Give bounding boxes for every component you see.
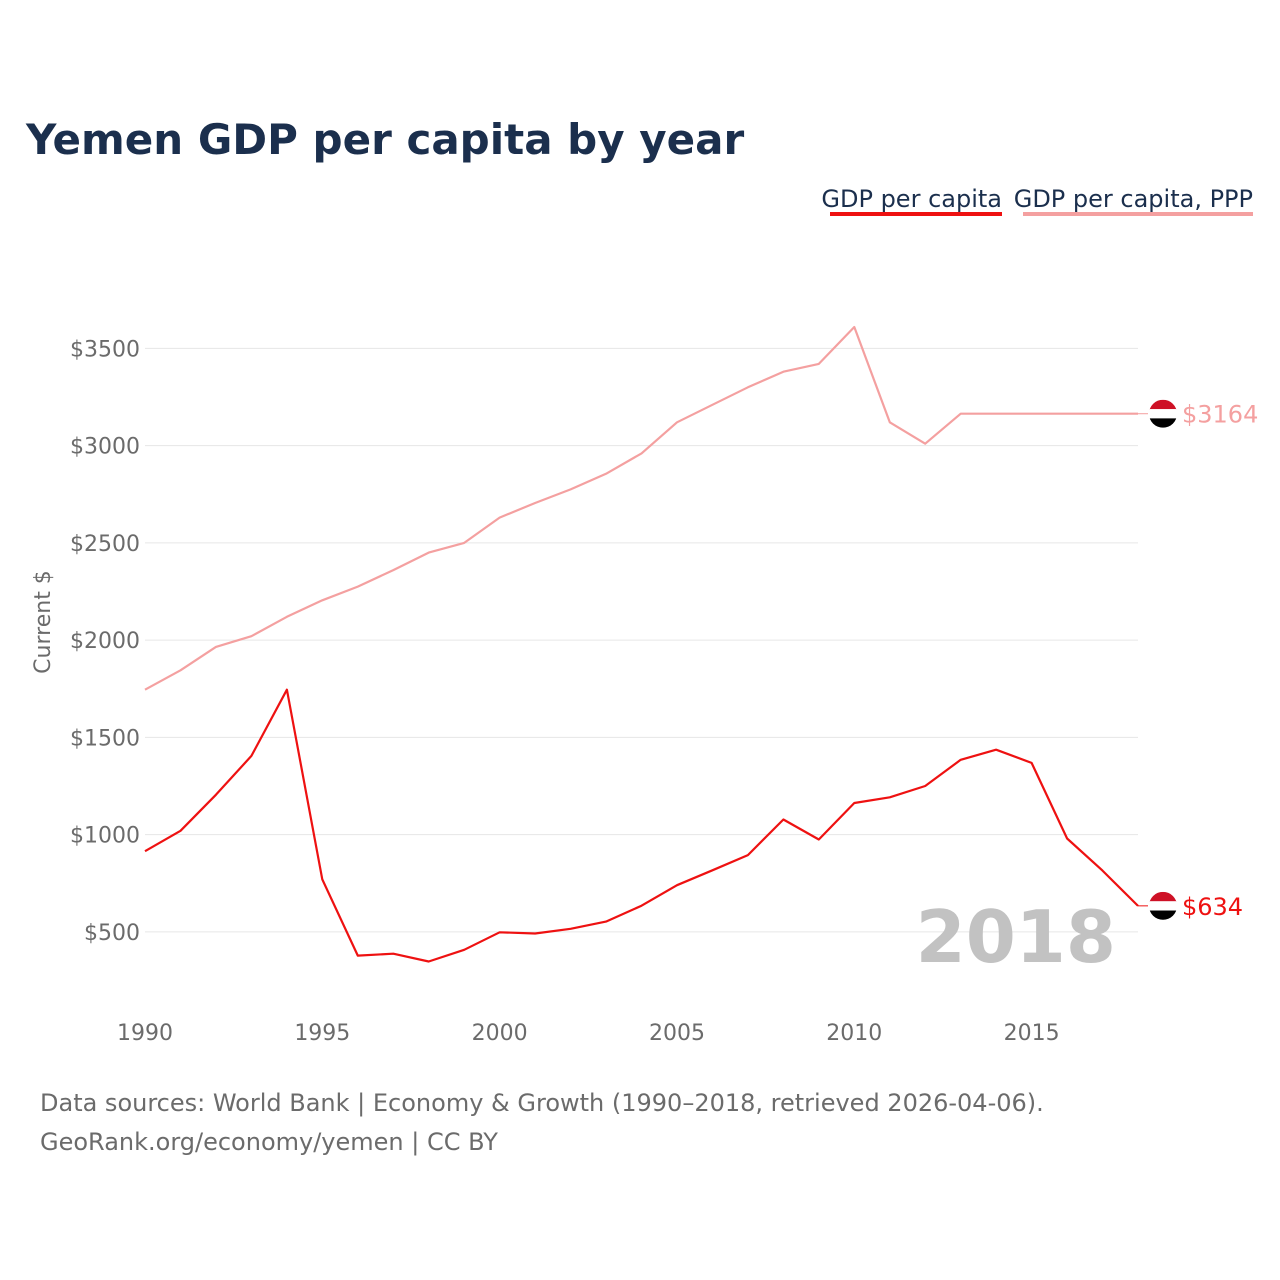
y-tick-label: $2500: [70, 532, 140, 557]
x-tick-label: 2015: [1004, 1021, 1060, 1046]
legend: GDP per capita GDP per capita, PPP: [821, 185, 1253, 216]
y-axis: $500 $1000 $1500 $2000 $2500 $3000 $3500: [70, 337, 140, 946]
x-tick-label: 2005: [649, 1021, 705, 1046]
y-tick-label: $3500: [70, 337, 140, 362]
series-line-gdp-per-capita: [144, 688, 1139, 963]
credit-line: GeoRank.org/economy/yemen | CC BY: [40, 1128, 498, 1156]
yemen-flag-icon: [1149, 399, 1177, 428]
series-line-gdp-per-capita-ppp: [144, 325, 1138, 691]
grid: [145, 347, 1138, 933]
chart-title: Yemen GDP per capita by year: [25, 115, 744, 164]
legend-label[interactable]: GDP per capita: [821, 185, 1002, 213]
source-line: Data sources: World Bank | Economy & Gro…: [40, 1089, 1044, 1117]
end-markers: $634 $3164: [1138, 399, 1258, 921]
yemen-flag-icon: [1149, 891, 1177, 920]
legend-swatch: [1023, 212, 1253, 216]
x-tick-label: 2010: [826, 1021, 882, 1046]
x-tick-label: 1990: [117, 1021, 173, 1046]
y-axis-label: Current $: [31, 570, 56, 674]
series-group: [144, 325, 1139, 963]
y-tick-label: $1500: [70, 726, 140, 751]
y-tick-label: $2000: [70, 629, 140, 654]
year-label: 2018: [916, 895, 1116, 979]
legend-swatch: [830, 212, 1002, 216]
x-tick-label: 2000: [472, 1021, 528, 1046]
end-value-label: $634: [1182, 893, 1243, 921]
x-axis: 1990 1995 2000 2005 2010 2015: [117, 1021, 1060, 1046]
y-tick-label: $3000: [70, 435, 140, 460]
y-tick-label: $500: [84, 921, 140, 946]
y-tick-label: $1000: [70, 824, 140, 849]
legend-label[interactable]: GDP per capita, PPP: [1014, 185, 1253, 213]
x-tick-label: 1995: [294, 1021, 350, 1046]
end-value-label: $3164: [1182, 401, 1258, 429]
